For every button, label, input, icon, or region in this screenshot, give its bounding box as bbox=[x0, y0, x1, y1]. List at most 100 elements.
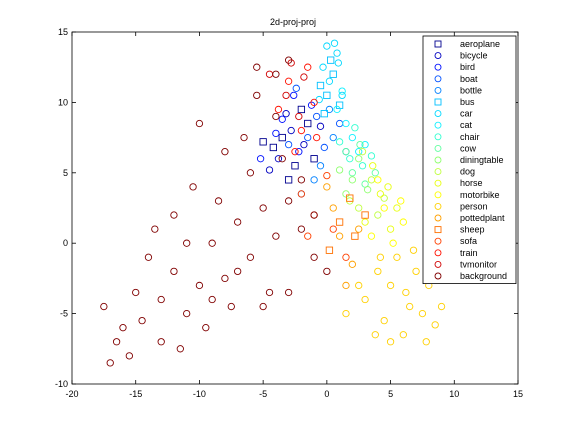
legend-label-background: background bbox=[460, 271, 507, 281]
data-point-car bbox=[334, 59, 342, 67]
data-point-background bbox=[176, 345, 184, 353]
data-point-background bbox=[253, 91, 261, 100]
data-point-bus bbox=[335, 101, 344, 109]
data-point-boat bbox=[284, 140, 293, 149]
data-point-bus bbox=[329, 70, 337, 78]
legend-label-sheep: sheep bbox=[460, 225, 485, 235]
data-point-person bbox=[406, 302, 414, 311]
data-point-dog bbox=[358, 148, 367, 156]
data-point-background bbox=[183, 239, 191, 247]
data-point-boat bbox=[304, 133, 312, 142]
x-tick-label: -5 bbox=[259, 389, 267, 399]
data-point-motorbike bbox=[367, 232, 376, 240]
data-point-sofa bbox=[329, 225, 337, 233]
data-point-cat bbox=[348, 133, 356, 142]
data-point-background bbox=[284, 288, 293, 297]
data-point-background bbox=[125, 352, 133, 360]
data-point-background bbox=[195, 281, 204, 290]
legend-label-dog: dog bbox=[460, 167, 475, 177]
data-point-background bbox=[157, 295, 165, 304]
data-point-motorbike bbox=[380, 204, 388, 212]
data-point-bus bbox=[320, 110, 328, 118]
data-point-background bbox=[151, 225, 159, 233]
x-tick-label: 15 bbox=[513, 389, 523, 399]
data-point-car bbox=[330, 39, 339, 47]
data-point-background bbox=[202, 324, 210, 332]
data-point-bicycle bbox=[282, 110, 290, 118]
legend-marker-train bbox=[434, 249, 442, 257]
data-point-cow bbox=[371, 169, 379, 177]
legend-label-train: train bbox=[460, 248, 478, 258]
legend-label-pottedplant: pottedplant bbox=[460, 213, 505, 223]
legend-marker-cow bbox=[434, 144, 442, 152]
legend-label-cow: cow bbox=[460, 143, 477, 153]
legend-label-bird: bird bbox=[460, 62, 475, 72]
data-point-chair bbox=[346, 155, 354, 163]
data-point-car bbox=[323, 42, 331, 50]
y-tick-label: 5 bbox=[63, 168, 68, 178]
data-point-horse bbox=[361, 218, 369, 226]
data-point-horse bbox=[369, 162, 377, 170]
data-point-dog bbox=[355, 204, 363, 212]
data-point-tvmonitor bbox=[282, 91, 290, 100]
data-point-background bbox=[208, 295, 216, 304]
data-point-motorbike bbox=[374, 176, 382, 184]
data-point-boat bbox=[292, 84, 300, 92]
legend-label-bottle: bottle bbox=[460, 85, 482, 95]
data-point-bicycle bbox=[287, 126, 295, 135]
data-point-sheep bbox=[361, 211, 369, 219]
data-point-motorbike bbox=[389, 239, 397, 247]
data-point-background bbox=[100, 302, 108, 311]
data-point-background bbox=[323, 267, 331, 276]
data-point-background bbox=[240, 133, 248, 142]
legend-label-aeroplane: aeroplane bbox=[460, 39, 500, 49]
data-point-aeroplane bbox=[259, 138, 267, 146]
data-point-background bbox=[234, 218, 242, 226]
data-point-sheep bbox=[335, 218, 344, 226]
chart-title: 2d-proj-proj bbox=[270, 17, 316, 27]
legend-marker-sofa bbox=[434, 237, 442, 245]
data-point-train bbox=[284, 77, 293, 85]
data-point-person bbox=[399, 331, 407, 339]
data-point-background bbox=[138, 316, 146, 325]
data-point-cat bbox=[333, 105, 341, 114]
x-tick-label: -15 bbox=[129, 389, 142, 399]
data-point-background bbox=[253, 63, 261, 71]
data-point-bird bbox=[278, 115, 286, 123]
data-point-train bbox=[291, 148, 299, 156]
data-point-cat bbox=[342, 119, 350, 128]
data-point-diningtable bbox=[335, 166, 344, 174]
data-point-dog bbox=[380, 194, 388, 202]
legend-label-car: car bbox=[460, 109, 473, 119]
data-point-person bbox=[393, 253, 401, 261]
data-point-background bbox=[221, 274, 229, 283]
data-point-train bbox=[304, 63, 312, 71]
data-point-tvmonitor bbox=[295, 112, 303, 121]
data-point-pottedplant bbox=[329, 204, 337, 212]
data-point-aeroplane bbox=[297, 105, 306, 114]
data-point-dog bbox=[374, 211, 382, 219]
data-point-bird bbox=[272, 129, 280, 138]
data-point-bus bbox=[316, 81, 325, 90]
data-point-background bbox=[278, 155, 286, 163]
data-point-background bbox=[144, 253, 153, 261]
data-point-person bbox=[380, 316, 388, 325]
data-point-sofa bbox=[323, 171, 331, 180]
data-point-background bbox=[106, 359, 114, 367]
legend-marker-motorbike bbox=[434, 191, 442, 199]
data-point-person bbox=[437, 302, 446, 311]
data-point-background bbox=[132, 288, 140, 297]
data-point-background bbox=[195, 119, 204, 128]
y-tick-label: 15 bbox=[58, 27, 68, 37]
legend-marker-boat bbox=[434, 75, 442, 83]
legend-marker-bird bbox=[434, 63, 442, 71]
data-point-person bbox=[342, 309, 350, 318]
legend-marker-diningtable bbox=[434, 156, 442, 164]
legend-label-bicycle: bicycle bbox=[460, 51, 488, 61]
data-point-bottle bbox=[316, 162, 325, 170]
data-point-aeroplane bbox=[310, 155, 318, 163]
legend-label-chair: chair bbox=[460, 132, 480, 142]
data-point-bus bbox=[323, 91, 331, 100]
data-point-bird bbox=[290, 91, 298, 100]
